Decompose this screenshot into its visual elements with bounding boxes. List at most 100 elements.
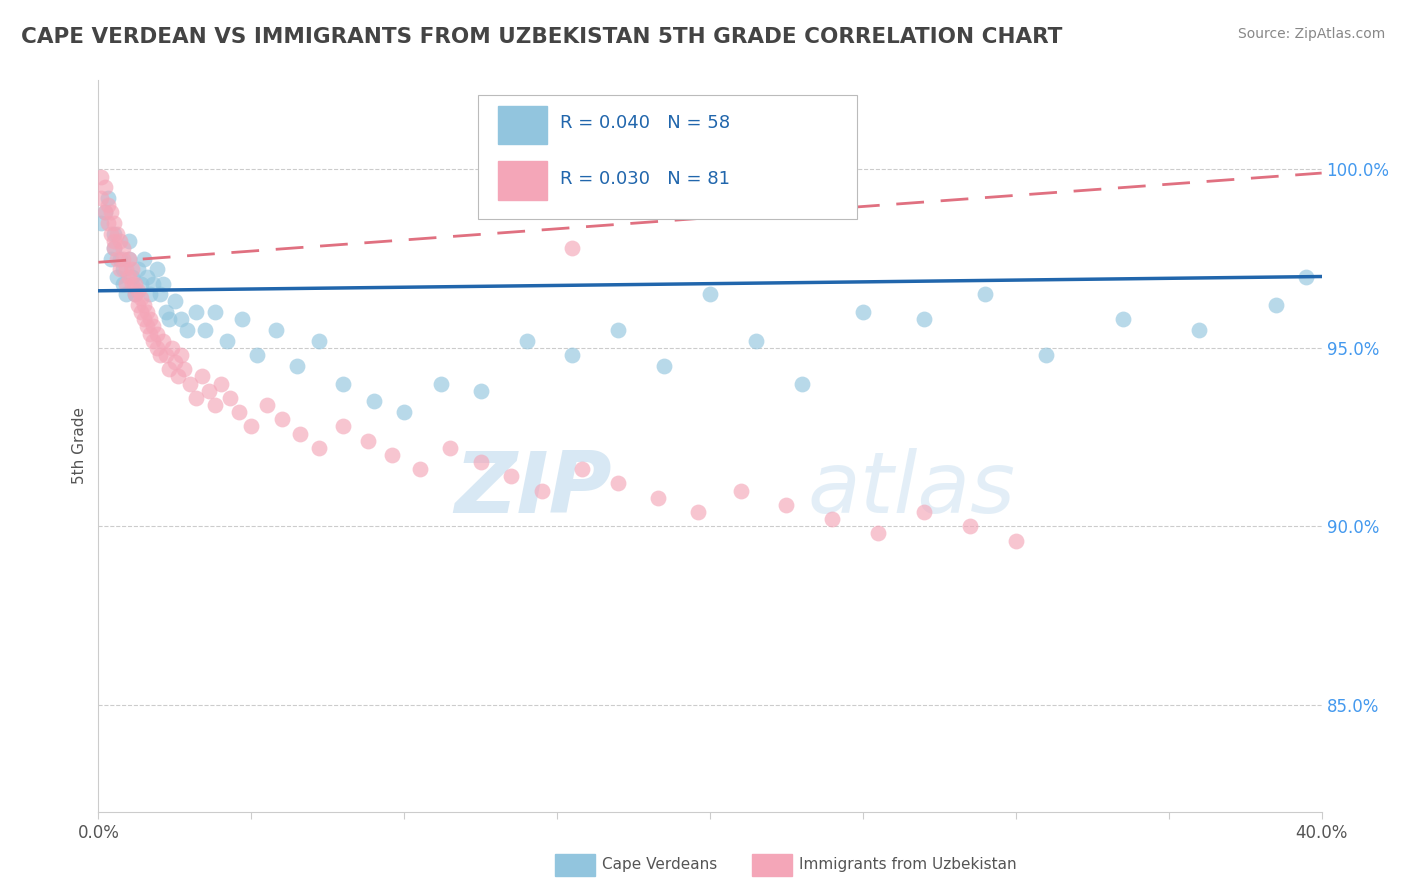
Point [103,241,125,255]
Point [157,362,180,376]
Point [912,312,935,326]
Point [256,398,278,412]
Point [142,334,165,348]
Point [124,287,146,301]
Point [204,305,226,319]
Point [470,384,492,398]
Point [852,305,875,319]
Point [228,405,250,419]
Point [93,180,115,194]
Point [1035,348,1057,362]
Point [90,191,112,205]
Point [974,287,997,301]
Point [290,426,312,441]
Point [97,198,120,212]
Point [219,391,242,405]
Point [105,227,128,241]
Point [139,326,162,341]
Point [686,505,709,519]
Point [103,241,125,255]
Point [959,519,981,533]
Point [145,341,167,355]
Point [90,169,112,184]
Point [139,287,162,301]
Point [136,305,159,319]
Point [408,462,430,476]
Point [129,305,152,319]
Point [103,234,125,248]
Text: R = 0.030   N = 81: R = 0.030 N = 81 [560,170,730,188]
Point [215,334,238,348]
Point [1004,533,1026,548]
Point [186,305,208,319]
Point [167,369,190,384]
Point [145,326,167,341]
Point [163,355,186,369]
Point [1264,298,1286,312]
Point [115,277,138,291]
Point [647,491,669,505]
Text: Source: ZipAtlas.com: Source: ZipAtlas.com [1237,27,1385,41]
Point [149,287,172,301]
Point [775,498,797,512]
Point [439,441,461,455]
Point [108,262,131,277]
Point [430,376,453,391]
Point [100,205,122,219]
Point [127,262,149,277]
Point [194,323,217,337]
Point [1295,269,1317,284]
Point [129,277,152,291]
Point [308,441,330,455]
Point [561,241,583,255]
Point [108,234,131,248]
Point [97,216,120,230]
Point [912,505,935,519]
Point [607,476,630,491]
Point [115,287,138,301]
Point [100,227,122,241]
Point [821,512,844,526]
Point [90,216,112,230]
Point [176,323,198,337]
Point [240,419,263,434]
Text: Immigrants from Uzbekistan: Immigrants from Uzbekistan [799,857,1017,872]
Point [121,262,143,277]
Point [111,277,134,291]
Point [607,323,630,337]
Text: ZIP: ZIP [454,449,612,532]
Point [115,262,138,277]
Point [134,298,156,312]
Point [332,419,354,434]
Point [160,341,183,355]
Point [127,298,149,312]
Point [163,294,186,309]
Point [145,262,167,277]
Point [142,277,165,291]
Point [392,405,416,419]
Point [136,319,159,334]
Point [246,348,269,362]
Bar [498,161,547,200]
Point [108,252,131,266]
Point [155,348,177,362]
Point [157,312,180,326]
Y-axis label: 5th Grade: 5th Grade [72,408,87,484]
Point [139,312,162,326]
Point [170,312,193,326]
Point [285,359,308,373]
Point [204,398,226,412]
Point [97,191,120,205]
Point [129,291,152,305]
Point [121,269,143,284]
Point [332,376,354,391]
Point [93,205,115,219]
Point [209,376,232,391]
Point [571,462,593,476]
Point [745,334,768,348]
Point [93,205,115,219]
Point [111,262,134,277]
Text: atlas: atlas [808,449,1017,532]
Point [170,348,193,362]
Point [124,287,146,301]
